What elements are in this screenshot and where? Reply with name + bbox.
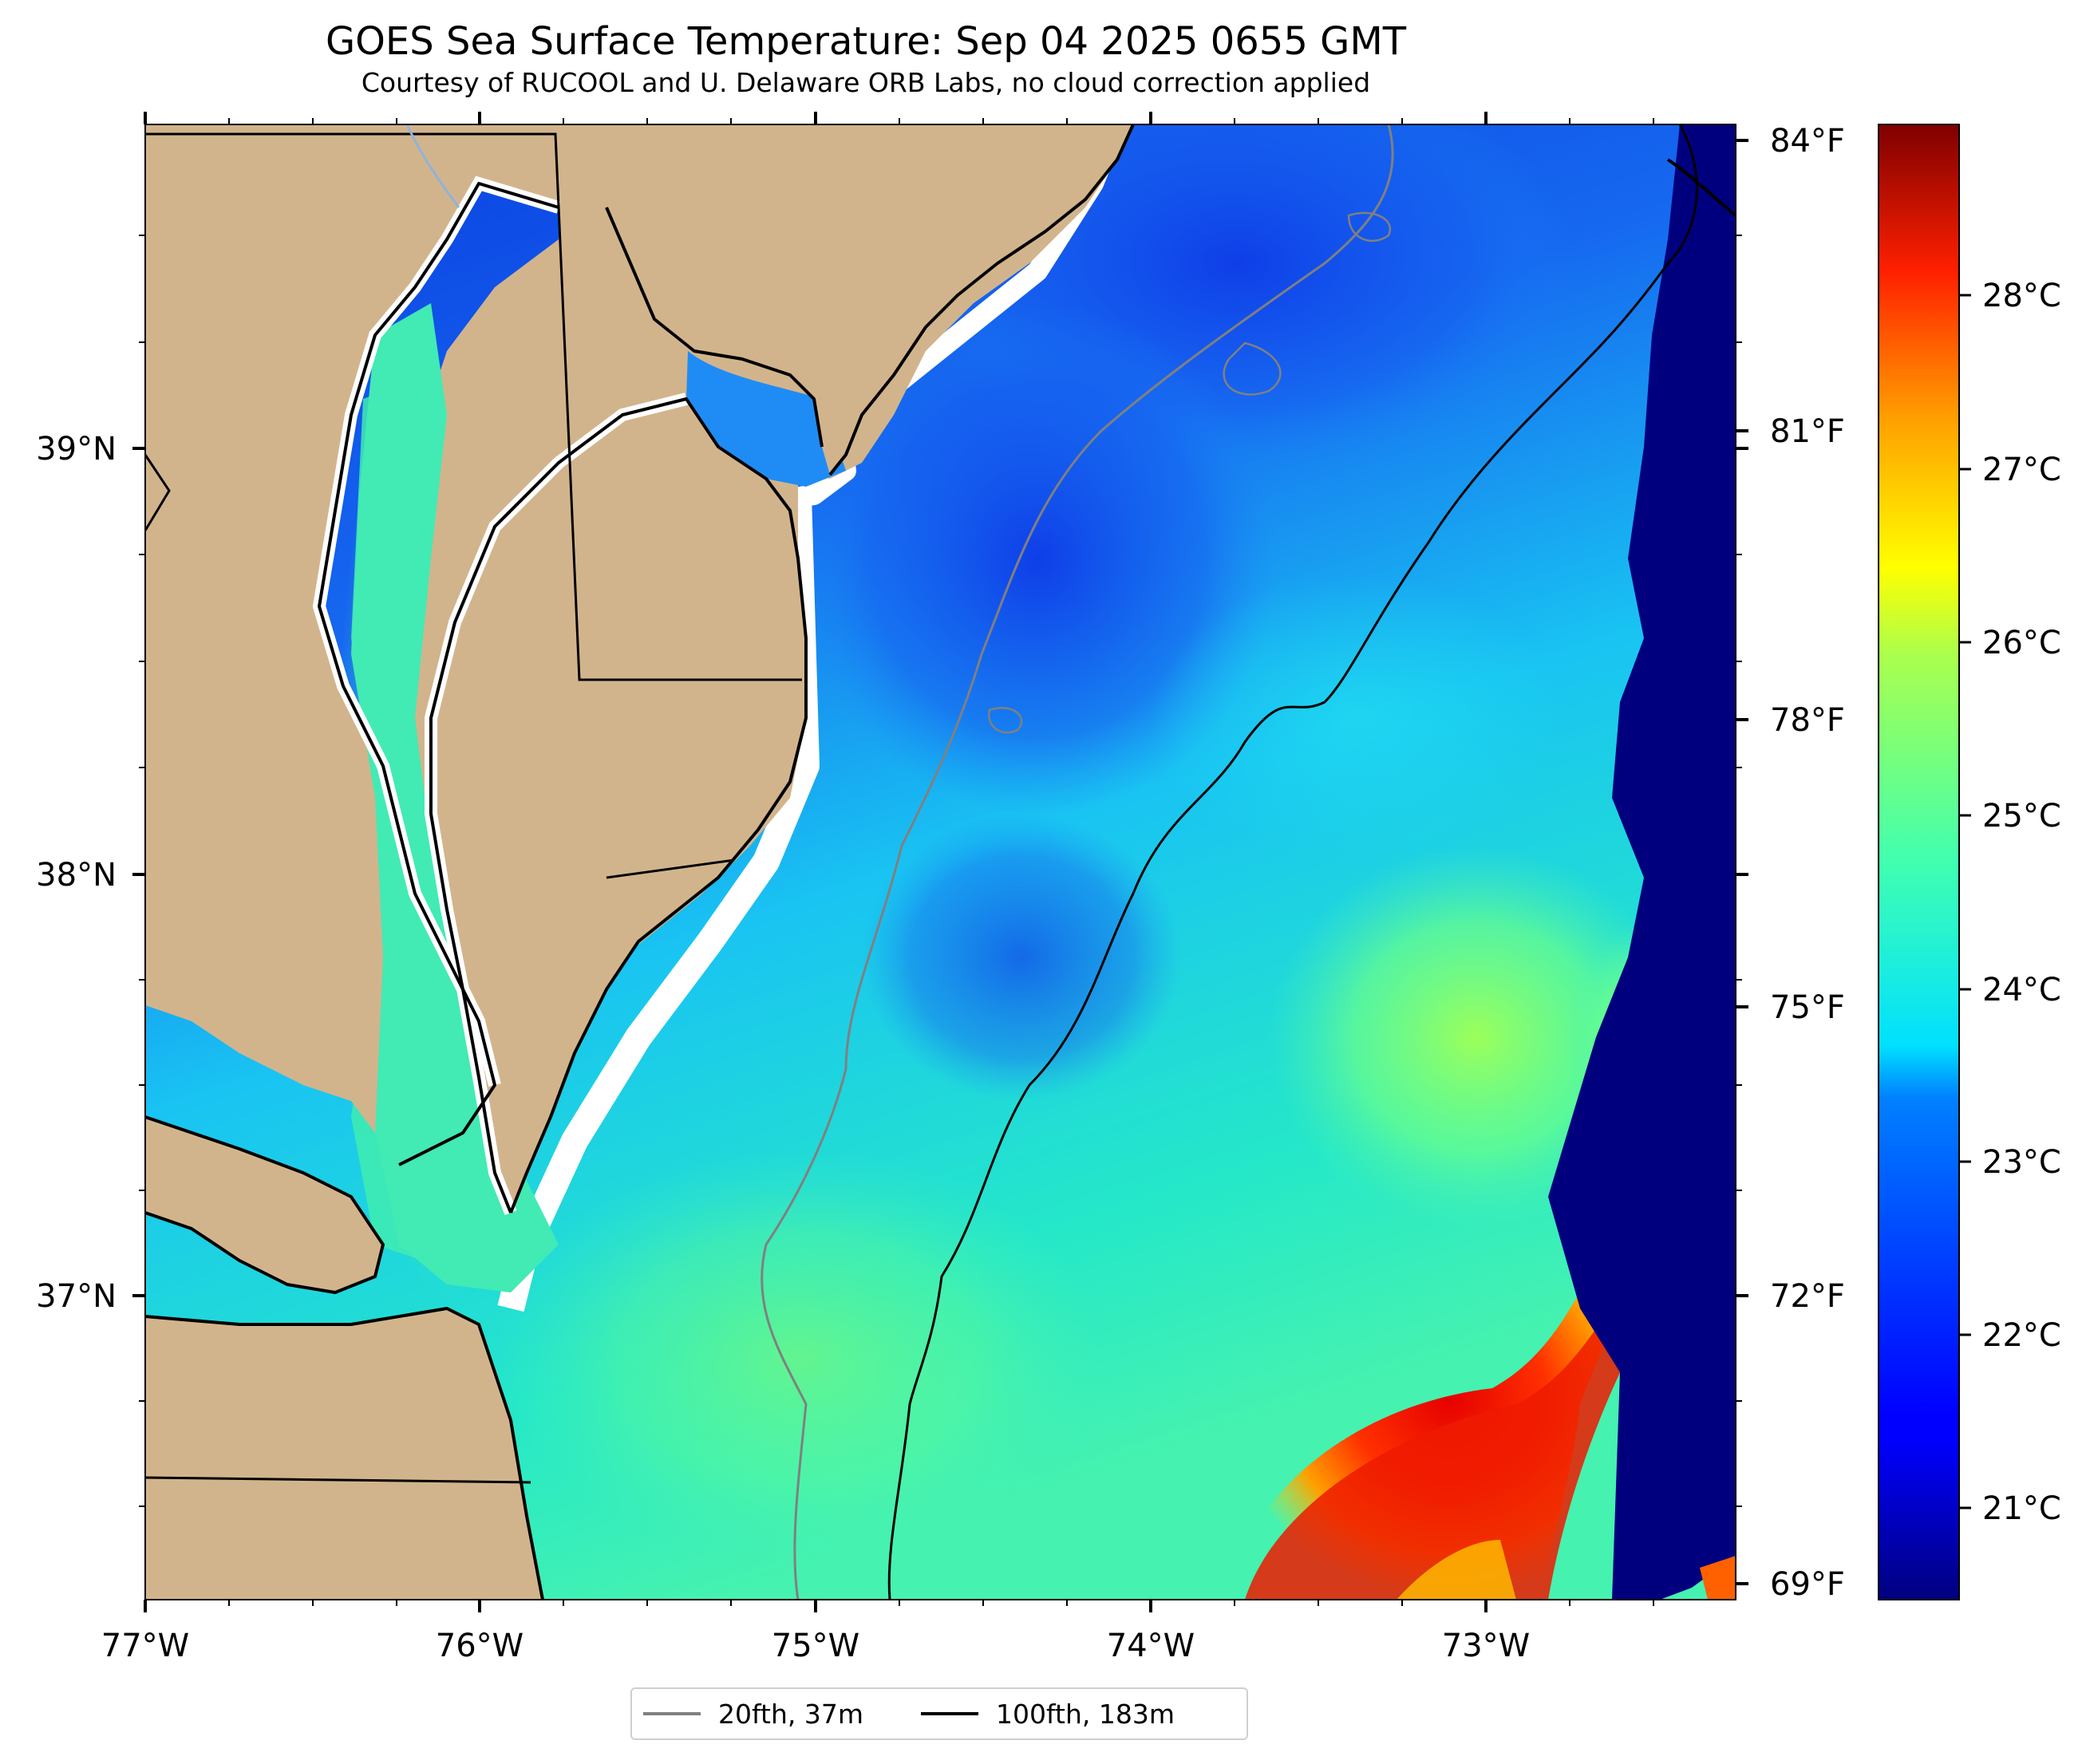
land-western-shore — [145, 124, 559, 1165]
legend-label: 100fth, 183m — [996, 1698, 1175, 1730]
lat-label: 39°N — [36, 431, 117, 468]
celsius-label: 27°C — [1982, 452, 2061, 488]
land-delmarva — [431, 399, 806, 1213]
celsius-label: 28°C — [1982, 278, 2061, 314]
lon-label: 73°W — [1442, 1628, 1530, 1664]
colorbar-ticks — [1959, 294, 1971, 1509]
celsius-scale: 28°C 27°C 26°C 25°C 24°C 23°C 22°C 21°C — [1982, 278, 2061, 1527]
map-frame — [144, 124, 1736, 1600]
lon-label: 77°W — [101, 1628, 189, 1664]
celsius-label: 24°C — [1982, 972, 2061, 1008]
colorbar — [1878, 124, 1960, 1600]
fahrenheit-label: 72°F — [1770, 1278, 1845, 1315]
cool-water-patch — [862, 814, 1181, 1101]
fahrenheit-scale: 84°F 81°F 78°F 75°F 72°F 69°F — [1736, 123, 1845, 1603]
legend-item-100fth: 100fth, 183m — [921, 1699, 1175, 1730]
celsius-label: 22°C — [1982, 1317, 2061, 1354]
isobath-20fth — [1347, 211, 1392, 243]
map-subtitle: Courtesy of RUCOOL and U. Delaware ORB L… — [361, 67, 1371, 98]
lon-label: 75°W — [772, 1628, 859, 1664]
isobath-20fth — [1223, 341, 1282, 396]
legend-label: 20fth, 37m — [718, 1698, 863, 1730]
fahrenheit-label: 69°F — [1770, 1566, 1845, 1603]
celsius-label: 23°C — [1982, 1144, 2061, 1181]
land-western-shore — [145, 1117, 383, 1292]
lat-label: 37°N — [36, 1278, 117, 1315]
legend-item-20fth: 20fth, 37m — [643, 1699, 863, 1730]
fahrenheit-label: 81°F — [1770, 413, 1845, 450]
coastlines — [145, 124, 1736, 1600]
isobath-100fth — [887, 124, 1698, 1600]
celsius-label: 21°C — [1982, 1490, 2061, 1527]
warm-water-patch — [1149, 574, 1564, 862]
legend-black-line-swatch — [921, 1712, 978, 1715]
map-area — [145, 124, 1736, 1600]
chesapeake-bay-water — [351, 303, 559, 1292]
land-virginia — [145, 1308, 543, 1600]
fahrenheit-label: 78°F — [1770, 702, 1845, 739]
isobath-20fth — [761, 124, 1394, 1600]
legend-gray-line-swatch — [643, 1712, 701, 1715]
gulf-stream-warm-core — [1397, 1540, 1516, 1600]
land-new-jersey — [559, 124, 1133, 475]
cold-band — [1548, 124, 1736, 1600]
isobath-20fth — [987, 707, 1023, 734]
state-borders — [145, 132, 802, 1484]
river — [405, 124, 460, 208]
gulf-stream-warm-core — [1700, 1556, 1736, 1600]
delaware-bay-water — [686, 351, 846, 487]
axis-minor-ticks — [139, 118, 1742, 1606]
celsius-label: 25°C — [1982, 798, 2061, 835]
lon-label: 76°W — [436, 1628, 523, 1664]
celsius-label: 26°C — [1982, 625, 2061, 661]
warm-water-patch — [495, 1149, 1101, 1564]
map-title: GOES Sea Surface Temperature: Sep 04 202… — [325, 19, 1407, 64]
isobath-legend: 20fth, 37m 100fth, 183m — [630, 1687, 1248, 1740]
fahrenheit-label: 75°F — [1770, 989, 1845, 1026]
gulf-stream-warm-core — [1245, 1261, 1644, 1600]
axis-ticks — [132, 112, 1748, 1612]
lat-label: 38°N — [36, 857, 117, 894]
fahrenheit-label: 84°F — [1770, 123, 1845, 160]
lon-label: 74°W — [1107, 1628, 1195, 1664]
